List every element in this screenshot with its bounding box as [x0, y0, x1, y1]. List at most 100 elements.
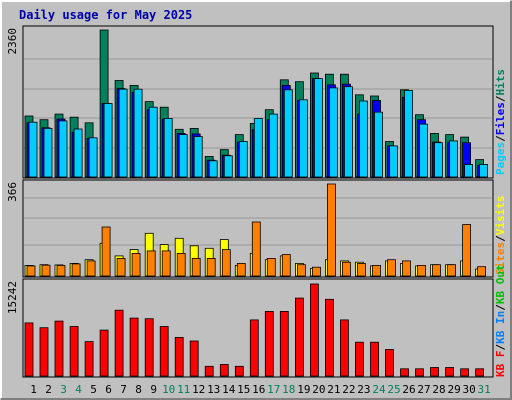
bar-sites-day-9 — [146, 250, 156, 277]
bar-kb-f-day-9 — [144, 318, 154, 377]
panel-visits — [22, 179, 494, 278]
bar-sites-day-10 — [161, 250, 171, 277]
x-day-label-13: 13 — [207, 383, 220, 396]
x-day-label-23: 23 — [357, 383, 370, 396]
bar-kb-f-day-5 — [84, 341, 94, 377]
x-day-label-30: 30 — [462, 383, 475, 396]
x-day-label-12: 12 — [192, 383, 205, 396]
bar-pages-day-14 — [223, 155, 233, 178]
bar-sites-day-4 — [71, 263, 81, 277]
bar-sites-day-17 — [266, 257, 276, 277]
panel-kbytes — [22, 278, 494, 378]
legend-item-kb-f: KB F — [494, 351, 507, 378]
bar-kb-f-day-20 — [309, 283, 319, 377]
bar-kb-f-day-27 — [415, 368, 424, 377]
bar-sites-day-31 — [477, 266, 487, 277]
legend-separator: / — [494, 344, 507, 351]
bar-sites-day-28 — [432, 264, 441, 277]
bar-pages-day-5 — [88, 137, 98, 178]
x-day-label-5: 5 — [90, 383, 97, 396]
bar-kb-f-day-23 — [354, 341, 364, 377]
x-axis-day-labels: 1 2 3 4 5 6 7 8 9 10 11 12 13 14 15 16 17 18 19 20 21 22 23 24 2… — [30, 383, 491, 396]
chart-title: Daily usage for May 2025 — [19, 8, 192, 22]
bar-kb-f-day-6 — [99, 329, 109, 377]
bar-sites-day-29 — [447, 264, 457, 277]
bar-kb-f-day-31 — [475, 368, 485, 377]
bar-sites-day-25 — [387, 259, 396, 277]
bar-pages-day-20 — [313, 78, 323, 178]
bar-pages-day-19 — [298, 99, 308, 178]
bar-kb-f-day-7 — [114, 309, 124, 377]
x-day-label-14: 14 — [222, 383, 236, 396]
x-day-label-15: 15 — [237, 383, 250, 396]
bar-pages-day-31 — [479, 164, 489, 178]
legend-item-kb-out: KB Out — [494, 264, 507, 304]
x-day-label-8: 8 — [135, 383, 142, 396]
bar-kb-f-day-16 — [249, 319, 259, 377]
bar-pages-day-15 — [238, 141, 248, 178]
bar-sites-day-14 — [221, 249, 231, 277]
bar-pages-day-29 — [449, 140, 459, 178]
legend-separator: / — [494, 95, 507, 102]
bar-sites-day-12 — [191, 257, 201, 277]
x-day-label-20: 20 — [312, 383, 325, 396]
bar-sites-day-8 — [131, 252, 141, 277]
bar-pages-day-25 — [389, 145, 398, 178]
bar-pages-day-4 — [73, 128, 83, 178]
bar-pages-day-22 — [343, 86, 353, 178]
bar-sites-day-20 — [311, 266, 321, 277]
legend-item-files: Files — [494, 102, 507, 135]
legend-text: KB F/KB In/KB Out — [494, 264, 507, 377]
x-day-label-27: 27 — [417, 383, 430, 396]
x-day-label-24: 24 — [372, 383, 386, 396]
bar-kb-f-day-25 — [385, 348, 394, 377]
legend-item-kb-in: KB In — [494, 311, 507, 344]
legend-text: Pages/Files/Hits — [494, 69, 507, 175]
x-day-label-22: 22 — [342, 383, 355, 396]
bar-kb-f-day-14 — [219, 364, 229, 377]
bar-kb-f-day-1 — [24, 322, 34, 377]
legend-separator: / — [494, 304, 507, 311]
x-day-label-17: 17 — [267, 383, 280, 396]
x-day-label-6: 6 — [105, 383, 112, 396]
x-day-label-4: 4 — [75, 383, 82, 396]
bar-kb-f-day-11 — [174, 336, 184, 377]
bar-pages-day-6 — [103, 103, 113, 178]
x-day-label-26: 26 — [402, 383, 415, 396]
bar-kb-f-day-24 — [370, 341, 379, 377]
x-day-label-19: 19 — [297, 383, 310, 396]
bar-pages-day-8 — [133, 88, 143, 178]
visits-max-label: 366 — [6, 182, 19, 202]
x-day-label-28: 28 — [432, 383, 445, 396]
panel-hits-bars — [24, 29, 489, 178]
bar-kb-f-day-8 — [129, 317, 139, 377]
bar-kb-f-day-12 — [189, 340, 199, 377]
legend-hits-panel: Pages/Files/Hits — [494, 69, 507, 175]
bar-pages-day-11 — [178, 134, 188, 178]
legend-item-sites: Sites — [494, 242, 507, 275]
x-day-label-1: 1 — [30, 383, 37, 396]
legend-item-hits: Hits — [494, 69, 507, 96]
x-day-label-10: 10 — [162, 383, 175, 396]
x-day-label-3: 3 — [60, 383, 67, 396]
bar-sites-day-7 — [116, 257, 126, 277]
bar-pages-day-9 — [148, 106, 158, 178]
bar-pages-day-16 — [253, 118, 263, 178]
bar-pages-day-30 — [464, 164, 474, 178]
hits-max-label: 2360 — [6, 28, 19, 55]
bar-sites-day-1 — [26, 265, 36, 277]
bar-kb-f-day-15 — [234, 365, 244, 377]
x-day-label-9: 9 — [150, 383, 157, 396]
legend-item-visits: Visits — [494, 196, 507, 236]
kbytes-max-label: 15242 — [6, 281, 19, 314]
bar-sites-day-19 — [296, 264, 306, 277]
bar-kb-f-day-3 — [54, 320, 64, 377]
bar-pages-day-21 — [328, 87, 338, 178]
bar-kb-f-day-26 — [400, 368, 409, 377]
bar-sites-day-23 — [356, 262, 366, 277]
legend-separator: / — [494, 135, 507, 142]
bar-pages-day-3 — [58, 120, 68, 178]
